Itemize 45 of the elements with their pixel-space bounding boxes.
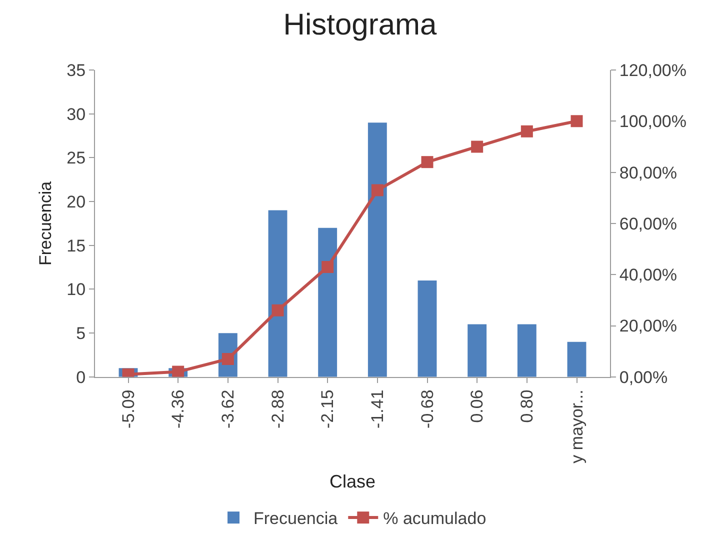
y2-tick-label: 40,00% [619,266,678,285]
y-axis-title: Frecuencia [36,180,55,266]
bar [418,280,437,377]
x-tick-label: 0.06 [468,390,487,423]
point [471,140,484,153]
x-tick-label: -1.41 [368,390,387,428]
x-tick-label: -0.68 [418,390,437,428]
y-tick-label: 25 [66,148,86,168]
bar [318,228,338,377]
bar [567,342,586,377]
point [322,260,334,273]
y2-tick-label: 80,00% [619,163,678,182]
bar [517,324,536,377]
point [371,184,384,196]
y-tick-label: 30 [66,104,86,124]
y-tick-label: 35 [66,60,86,80]
x-axis-title: Clase [329,472,376,492]
x-tick-label: -5.09 [118,390,138,428]
bar [468,324,487,377]
y-tick-label: 20 [66,192,86,212]
y2-tick-label: 120,00% [619,60,687,80]
x-tick-label: -2.88 [268,390,288,428]
x-tick-label: -4.36 [168,390,188,428]
x-tick-label: -2.15 [318,390,338,428]
y2-tick-label: 60,00% [619,214,678,234]
point [421,156,434,168]
bar [268,210,288,377]
y-tick-label: 15 [66,236,86,256]
chart-title: Histograma [283,8,438,42]
x-tick-label: y mayor... [567,390,586,464]
point [172,366,184,377]
point [272,304,284,316]
y-tick-label: 10 [66,280,86,300]
y2-tick-label: 0,00% [619,368,668,387]
y-tick-label: 5 [76,324,86,344]
point [570,115,583,128]
bar [368,122,387,377]
x-tick-label: 0.80 [517,390,536,423]
legend-label: Frecuencia [254,509,338,528]
x-tick-label: -3.62 [218,390,238,428]
y2-tick-label: 100,00% [619,112,687,132]
y2-tick-label: 20,00% [619,316,678,336]
y-tick-label: 0 [76,368,86,387]
point [520,125,533,138]
legend-label: % acumulado [383,509,486,528]
